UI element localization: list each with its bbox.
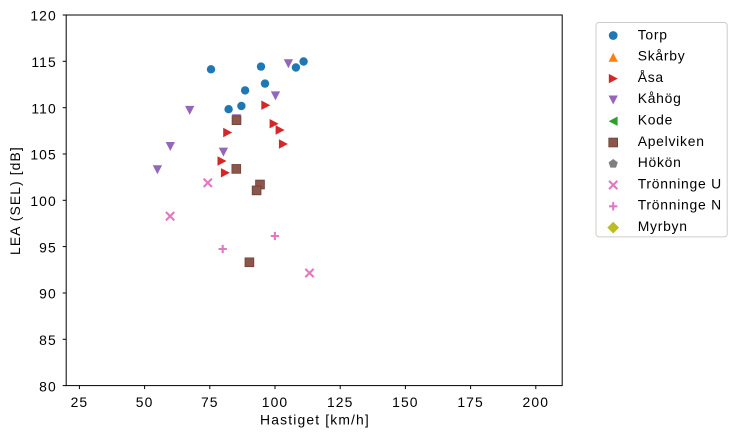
svg-text:25: 25 xyxy=(71,394,89,410)
svg-text:120: 120 xyxy=(30,8,56,24)
svg-text:Myrbyn: Myrbyn xyxy=(638,218,688,234)
svg-text:90: 90 xyxy=(39,286,57,302)
svg-text:175: 175 xyxy=(457,394,483,410)
svg-text:Apelviken: Apelviken xyxy=(638,133,705,149)
svg-text:150: 150 xyxy=(392,394,418,410)
svg-text:Kode: Kode xyxy=(638,112,673,128)
svg-text:Skårby: Skårby xyxy=(638,48,686,64)
svg-text:Torp: Torp xyxy=(638,26,668,42)
svg-text:50: 50 xyxy=(136,394,154,410)
svg-text:Hökön: Hökön xyxy=(638,154,682,170)
svg-text:75: 75 xyxy=(201,394,219,410)
svg-text:100: 100 xyxy=(262,394,288,410)
svg-text:Trönninge N: Trönninge N xyxy=(638,197,722,213)
svg-text:LEA (SEL) [dB]: LEA (SEL) [dB] xyxy=(7,146,23,255)
svg-text:125: 125 xyxy=(327,394,353,410)
svg-text:Hastiget [km/h]: Hastiget [km/h] xyxy=(260,411,370,427)
svg-text:95: 95 xyxy=(39,239,57,255)
svg-text:100: 100 xyxy=(30,193,56,209)
svg-text:85: 85 xyxy=(39,332,57,348)
svg-text:200: 200 xyxy=(523,394,549,410)
svg-text:Trönninge U: Trönninge U xyxy=(638,175,722,191)
svg-text:80: 80 xyxy=(39,378,57,394)
svg-text:110: 110 xyxy=(31,100,56,116)
svg-text:Åsa: Åsa xyxy=(638,69,664,85)
svg-text:Kåhög: Kåhög xyxy=(638,90,682,106)
svg-text:105: 105 xyxy=(30,147,56,163)
svg-text:115: 115 xyxy=(31,54,56,70)
